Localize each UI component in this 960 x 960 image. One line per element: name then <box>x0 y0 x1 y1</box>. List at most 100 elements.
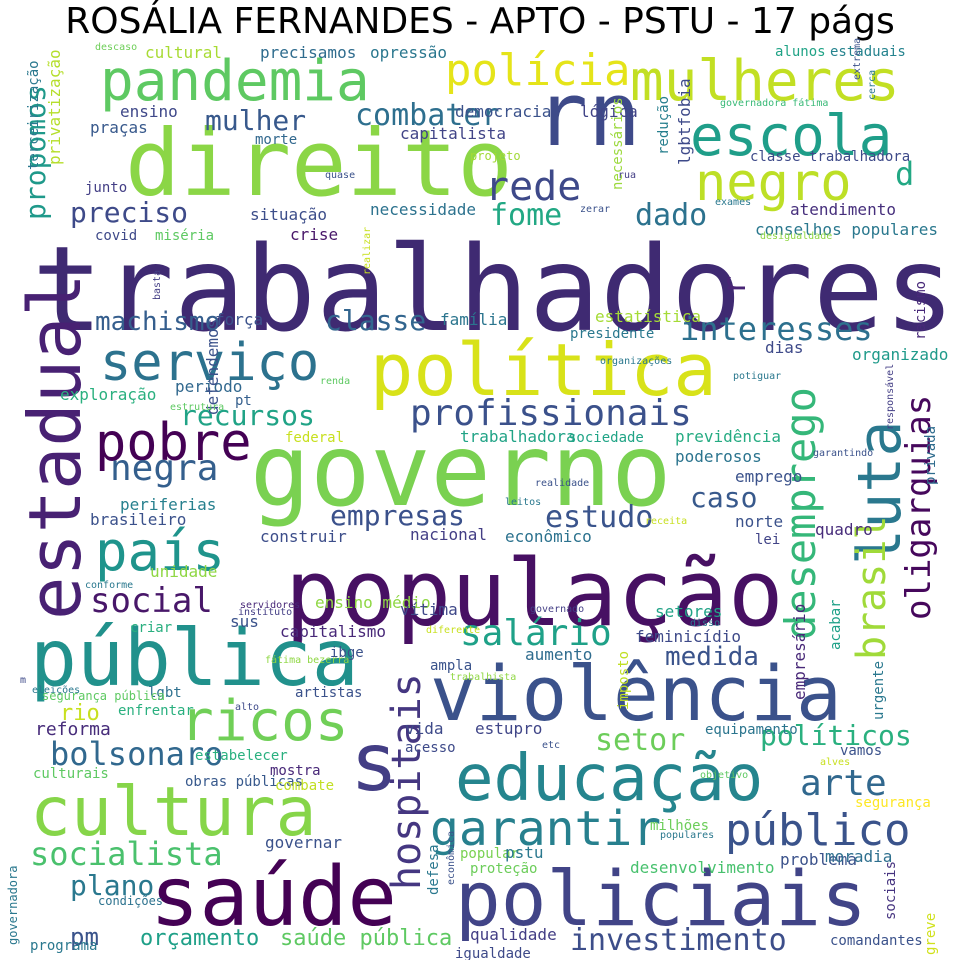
word-81: crise <box>290 225 338 244</box>
word-16: negro <box>695 153 852 213</box>
word-194: rua <box>618 170 636 181</box>
word-190: realizar <box>362 227 373 275</box>
word-54: r <box>715 276 753 295</box>
word-23: rede <box>485 164 581 210</box>
word-50: políticos <box>760 719 912 752</box>
word-76: privatização <box>45 49 64 165</box>
word-150: desenvolvimento <box>630 858 775 877</box>
word-18: serviço <box>100 333 319 393</box>
word-136: estupro <box>475 719 542 738</box>
word-96: organizado <box>852 345 948 364</box>
word-0: trabalhadores <box>32 221 955 358</box>
word-109: periferias <box>120 495 216 514</box>
word-191: desigualdade <box>760 231 832 242</box>
word-135: vida <box>405 719 444 738</box>
word-180: realidade <box>535 478 589 489</box>
word-77: junto <box>85 180 127 196</box>
word-101: pt <box>235 393 252 409</box>
word-160: defesa <box>426 844 442 895</box>
word-22: polícia <box>445 45 630 96</box>
word-10: cultura <box>30 773 317 852</box>
word-130: imposto <box>616 651 632 710</box>
word-75: terceirização <box>26 60 42 170</box>
word-1: população <box>285 540 784 647</box>
word-4: violência <box>430 649 842 738</box>
word-60: saúde pública <box>280 926 452 951</box>
word-68: opressão <box>370 43 447 62</box>
word-173: fátima bezerra <box>265 654 349 666</box>
word-14: rn <box>535 63 641 166</box>
word-110: brasileiro <box>90 510 186 529</box>
word-64: lógica <box>580 102 638 121</box>
word-186: renda <box>320 376 350 387</box>
word-3: direito <box>125 110 513 217</box>
word-94: presidente <box>570 326 654 342</box>
word-17: luta <box>845 421 915 566</box>
word-43: machismo <box>95 307 220 337</box>
word-113: construir <box>260 527 347 546</box>
word-177: alves <box>820 757 850 768</box>
word-56: plano <box>70 869 154 902</box>
word-41: dado <box>635 198 707 233</box>
word-32: negra <box>110 448 218 489</box>
word-174: alto <box>235 702 259 713</box>
word-171: governado <box>530 604 584 615</box>
word-104: sociedade <box>568 430 644 446</box>
word-84: redução <box>656 96 672 155</box>
word-141: obras públicas <box>185 774 303 790</box>
word-134: enfrentar <box>118 703 194 719</box>
word-102: federal <box>285 430 344 446</box>
word-161: sociais <box>883 861 899 920</box>
word-2: governo <box>250 412 671 529</box>
word-123: capitalismo <box>280 622 386 641</box>
word-31: hospitais <box>384 673 430 890</box>
word-159: condições <box>98 894 163 908</box>
word-122: acabar <box>828 599 844 650</box>
word-138: acesso <box>405 740 456 756</box>
word-144: culturais <box>33 766 109 782</box>
word-62: reforma <box>35 719 111 740</box>
word-8: policiais <box>455 854 867 943</box>
word-37: salário <box>460 613 612 654</box>
word-52: preciso <box>70 196 188 229</box>
word-92: família <box>440 310 507 329</box>
word-116: quadro <box>815 520 873 539</box>
word-29: brasil <box>849 516 895 661</box>
word-142: mostra <box>270 763 321 779</box>
word-151: problema <box>780 850 857 869</box>
word-128: ampla <box>430 658 472 674</box>
word-114: norte <box>735 512 783 531</box>
word-51: setor <box>595 723 685 758</box>
word-148: popular <box>460 846 519 862</box>
word-42: mulher <box>205 104 306 137</box>
word-98: exploração <box>60 385 156 404</box>
word-132: lgbt <box>148 685 182 701</box>
word-126: sus <box>230 612 259 631</box>
word-117: unidade <box>150 562 217 581</box>
word-100: defendemos <box>203 319 222 415</box>
word-162: greve <box>923 913 939 955</box>
word-88: governadora fátima <box>720 97 828 109</box>
word-12: pandemia <box>100 49 370 114</box>
word-147: governar <box>265 833 342 852</box>
word-168: instituto <box>238 607 292 618</box>
word-112: econômico <box>505 527 592 546</box>
word-155: igualdade <box>455 946 531 960</box>
word-149: pstu <box>505 843 544 862</box>
word-187: estrutura <box>170 402 224 413</box>
word-27: profissionais <box>410 393 692 434</box>
word-70: estaduais <box>830 44 906 60</box>
word-185: organizações <box>600 356 672 367</box>
word-119: vítima <box>400 600 458 619</box>
word-80: situação <box>250 205 327 224</box>
word-176: objetivo <box>700 770 748 781</box>
word-175: etc <box>542 740 560 751</box>
word-65: capitalista <box>400 124 506 143</box>
word-38: bolsonaro <box>50 735 223 773</box>
word-11: estadual <box>13 273 97 620</box>
word-182: receita <box>645 516 687 527</box>
word-35: arte <box>800 763 887 804</box>
word-97: racismo <box>913 281 929 340</box>
word-169: diferente <box>426 625 480 636</box>
word-13: mulheres <box>630 49 900 114</box>
